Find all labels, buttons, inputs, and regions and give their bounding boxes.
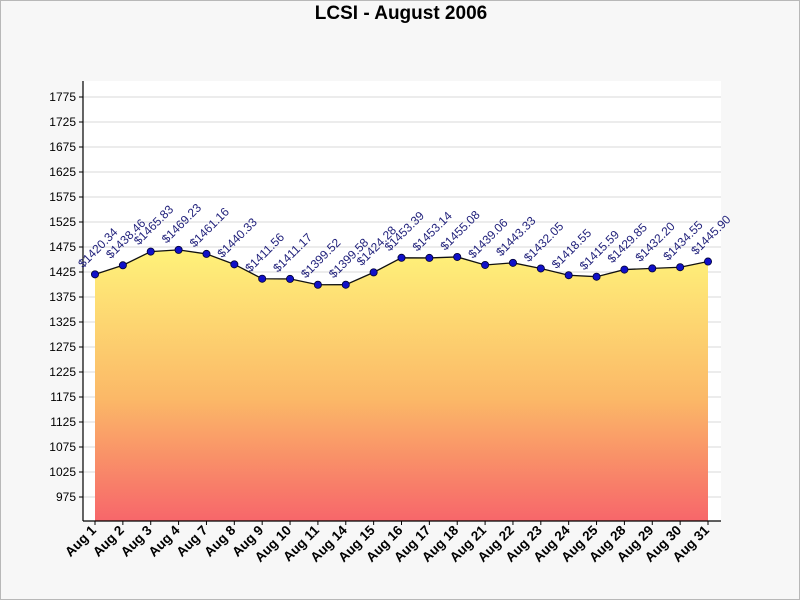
y-tick-label: 1575 [49,190,76,204]
y-tick-label: 1175 [50,390,76,404]
y-tick-label: 1525 [49,215,76,229]
data-point [704,257,713,266]
data-point [453,252,462,261]
data-point [536,264,545,273]
data-point [369,268,378,277]
y-tick-label: 1775 [49,90,76,104]
data-point [286,274,295,283]
y-tick-label: 975 [56,490,76,504]
y-tick-label: 1125 [50,415,76,429]
data-point [648,264,657,273]
area-fill [94,249,709,521]
data-point [313,280,322,289]
chart-title: LCSI - August 2006 [315,3,487,24]
y-tick-label: 1475 [49,240,76,254]
y-tick-label: 1325 [49,315,76,329]
data-point [230,260,239,269]
data-point [174,245,183,254]
data-point [564,271,573,280]
y-tick-label: 1425 [49,265,76,279]
y-tick-label: 1675 [49,140,76,154]
data-point [341,280,350,289]
data-point [118,261,127,270]
y-tick-label: 1375 [49,290,76,304]
data-point [508,258,517,267]
y-tick-label: 1075 [49,440,76,454]
data-point [425,253,434,262]
data-point [481,260,490,269]
data-points [91,245,713,289]
data-point [202,249,211,258]
data-point [146,247,155,256]
data-point [258,274,267,283]
data-point [397,253,406,262]
data-point [620,265,629,274]
y-tick-label: 1225 [49,365,76,379]
data-point [592,272,601,281]
y-tick-label: 1625 [49,165,76,179]
y-tick-label: 1275 [49,340,76,354]
data-point [676,263,685,272]
y-axis-ticks: 975 1025 1075 1125 1175 1225 1275 1325 1375 1425 1… [49,90,83,504]
y-tick-label: 1725 [49,115,76,129]
data-point [91,270,100,279]
area-shape [95,249,708,521]
y-tick-label: 1025 [49,465,76,479]
